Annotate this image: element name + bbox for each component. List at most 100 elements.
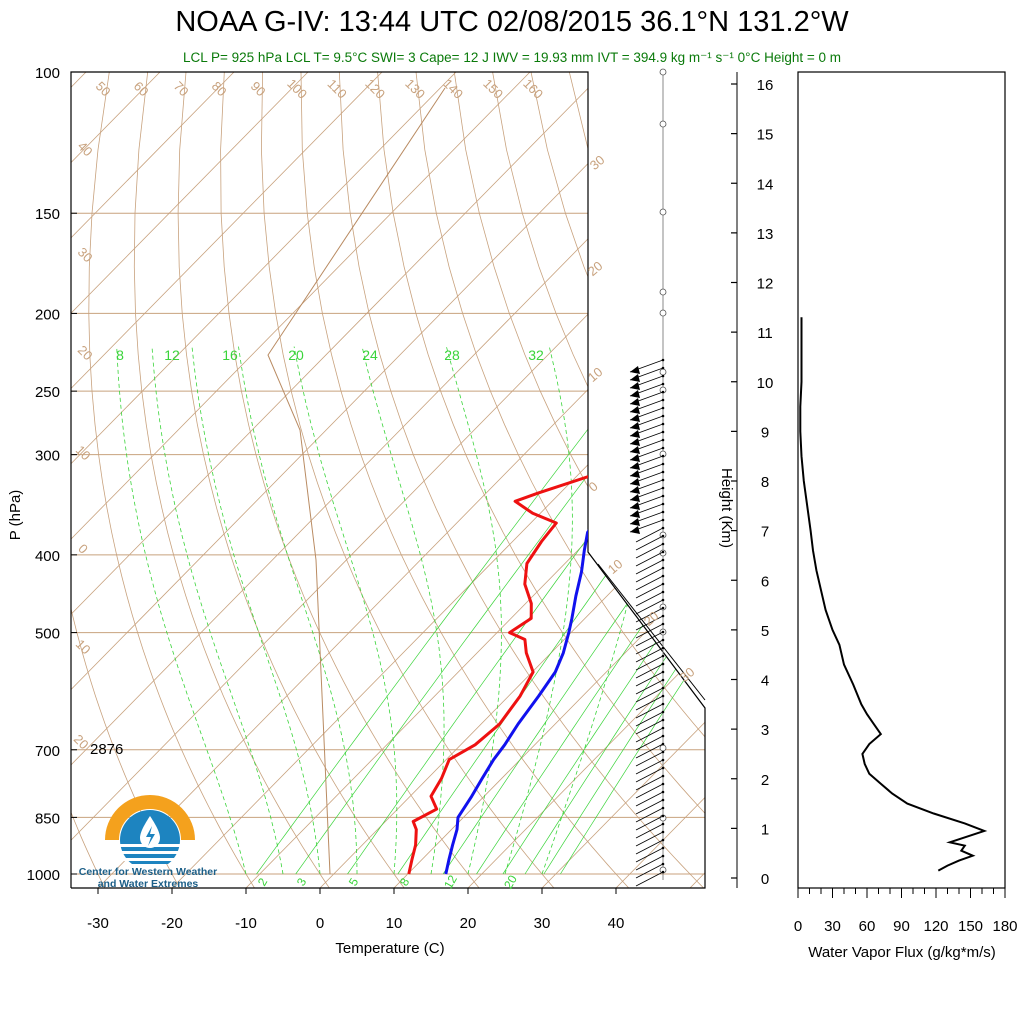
- isotherm-line: [71, 72, 531, 888]
- moist-adiabat-line: [116, 346, 247, 875]
- pressure-tick-label: 500: [35, 626, 60, 643]
- dry-adiabat-line: [377, 72, 705, 888]
- isotherm-label: 10: [73, 442, 94, 463]
- wind-pennant-icon: [630, 486, 640, 494]
- height-tick-label: 6: [761, 573, 769, 590]
- wind-barb-icon: [635, 551, 664, 567]
- height-tick-label: 7: [761, 524, 769, 541]
- isotherm-label: 120: [362, 76, 388, 102]
- barb-dot: [661, 814, 665, 818]
- dry-adiabat-line: [300, 72, 632, 888]
- isotherm-label: 140: [440, 76, 466, 102]
- dry-adiabat-line: [260, 72, 557, 888]
- height-tick-label: 13: [757, 226, 774, 243]
- pressure-tick-label: 850: [35, 810, 60, 827]
- height-tick-label: 4: [761, 673, 769, 690]
- barb-dot: [661, 526, 665, 530]
- flux-axis-label: Water Vapor Flux (g/kg*m/s): [808, 944, 996, 961]
- barb-dot: [661, 558, 665, 562]
- height-tick-label: 2: [761, 772, 769, 789]
- wind-barb-icon: [635, 791, 664, 807]
- mixing-ratio-label: 12: [441, 872, 460, 891]
- wind-barb-icon: [635, 591, 664, 607]
- wind-barb-icon: [635, 871, 664, 887]
- moist-adiabat-line: [191, 346, 321, 875]
- barb-dot: [661, 734, 665, 738]
- barb-dot: [661, 846, 665, 850]
- barb-dot: [661, 630, 665, 634]
- barb-dot: [661, 646, 665, 650]
- barb-dot: [661, 494, 665, 498]
- temperature-axis-label: Temperature (C): [335, 940, 444, 957]
- moist-adiabat-line: [504, 346, 573, 875]
- barb-dot: [661, 574, 665, 578]
- wind-barb-icon: [635, 607, 664, 623]
- wind-pennant-icon: [630, 454, 640, 462]
- chart-title: NOAA G-IV: 13:44 UTC 02/08/2015 36.1°N 1…: [175, 6, 849, 38]
- height-tick-label: 14: [757, 176, 774, 193]
- barb-dot: [661, 550, 665, 554]
- mixing-ratio-label: 24: [362, 347, 378, 363]
- barb-dot: [661, 366, 665, 370]
- isotherm-line: [615, 72, 705, 888]
- wind-barb-icon: [635, 647, 664, 663]
- barb-dot: [661, 638, 665, 642]
- barb-dot: [661, 478, 665, 482]
- barb-dot: [661, 454, 665, 458]
- dry-adiabat-line: [177, 72, 407, 888]
- adiabat-label: 10: [605, 556, 626, 577]
- barb-dot: [661, 662, 665, 666]
- moist-adiabat-line: [151, 346, 284, 875]
- isotherm-label: 80: [209, 78, 230, 99]
- wind-pennant-icon: [630, 438, 640, 446]
- mixing-ratio-line: [543, 390, 705, 875]
- dry-adiabat-line: [761, 72, 1024, 891]
- dry-adiabat-line: [88, 72, 257, 888]
- temperature-tick-label: 10: [386, 915, 403, 932]
- pressure-tick-label: 300: [35, 448, 60, 465]
- wind-pennant-icon: [630, 462, 640, 470]
- temperature-tick-label: 40: [608, 915, 625, 932]
- wind-barb-icon: [635, 855, 664, 871]
- pressure-tick-label: 200: [35, 306, 60, 323]
- wind-barb-icon: [635, 527, 664, 543]
- barb-dot: [661, 414, 665, 418]
- pressure-tick-label: 400: [35, 548, 60, 565]
- isotherm-line: [71, 72, 679, 888]
- pressure-tick-label: 1000: [27, 867, 60, 884]
- calm-circle-icon: [659, 288, 667, 296]
- plot-border: [70, 71, 706, 889]
- logo-caption: Center for Western Weather and Water Ext…: [68, 866, 228, 890]
- dry-adiabat-line: [415, 72, 705, 888]
- barb-dot: [661, 582, 665, 586]
- wind-barb-icon: [635, 583, 664, 599]
- isotherm-label: 100: [284, 76, 310, 102]
- wind-barb-icon: [635, 567, 664, 583]
- wind-barb-icon: [635, 663, 664, 679]
- dry-adiabat-line: [645, 72, 705, 888]
- barb-dot: [661, 758, 665, 762]
- height-tick-label: 5: [761, 623, 769, 640]
- height-tick-label: 16: [757, 77, 774, 94]
- barb-dot: [661, 686, 665, 690]
- dry-adiabat-line: [133, 72, 332, 888]
- wind-pennant-icon: [630, 478, 640, 486]
- barb-dot: [661, 470, 665, 474]
- calm-circle-icon: [659, 744, 667, 752]
- isotherm-label: 20: [71, 731, 92, 752]
- barb-dot: [661, 742, 665, 746]
- wind-barb-icon: [635, 863, 664, 879]
- isotherm-line: [71, 72, 705, 888]
- barb-dot: [661, 486, 665, 490]
- dry-adiabat-line: [838, 72, 1024, 891]
- barb-dot: [661, 774, 665, 778]
- barb-dot: [661, 862, 665, 866]
- wind-barb-icon: [635, 679, 664, 695]
- barb-dot: [661, 534, 665, 538]
- wind-pennant-icon: [630, 374, 640, 382]
- wind-barb-icon: [635, 671, 664, 687]
- isotherm-line: [245, 72, 705, 888]
- pressure-tick-label: 700: [35, 743, 60, 760]
